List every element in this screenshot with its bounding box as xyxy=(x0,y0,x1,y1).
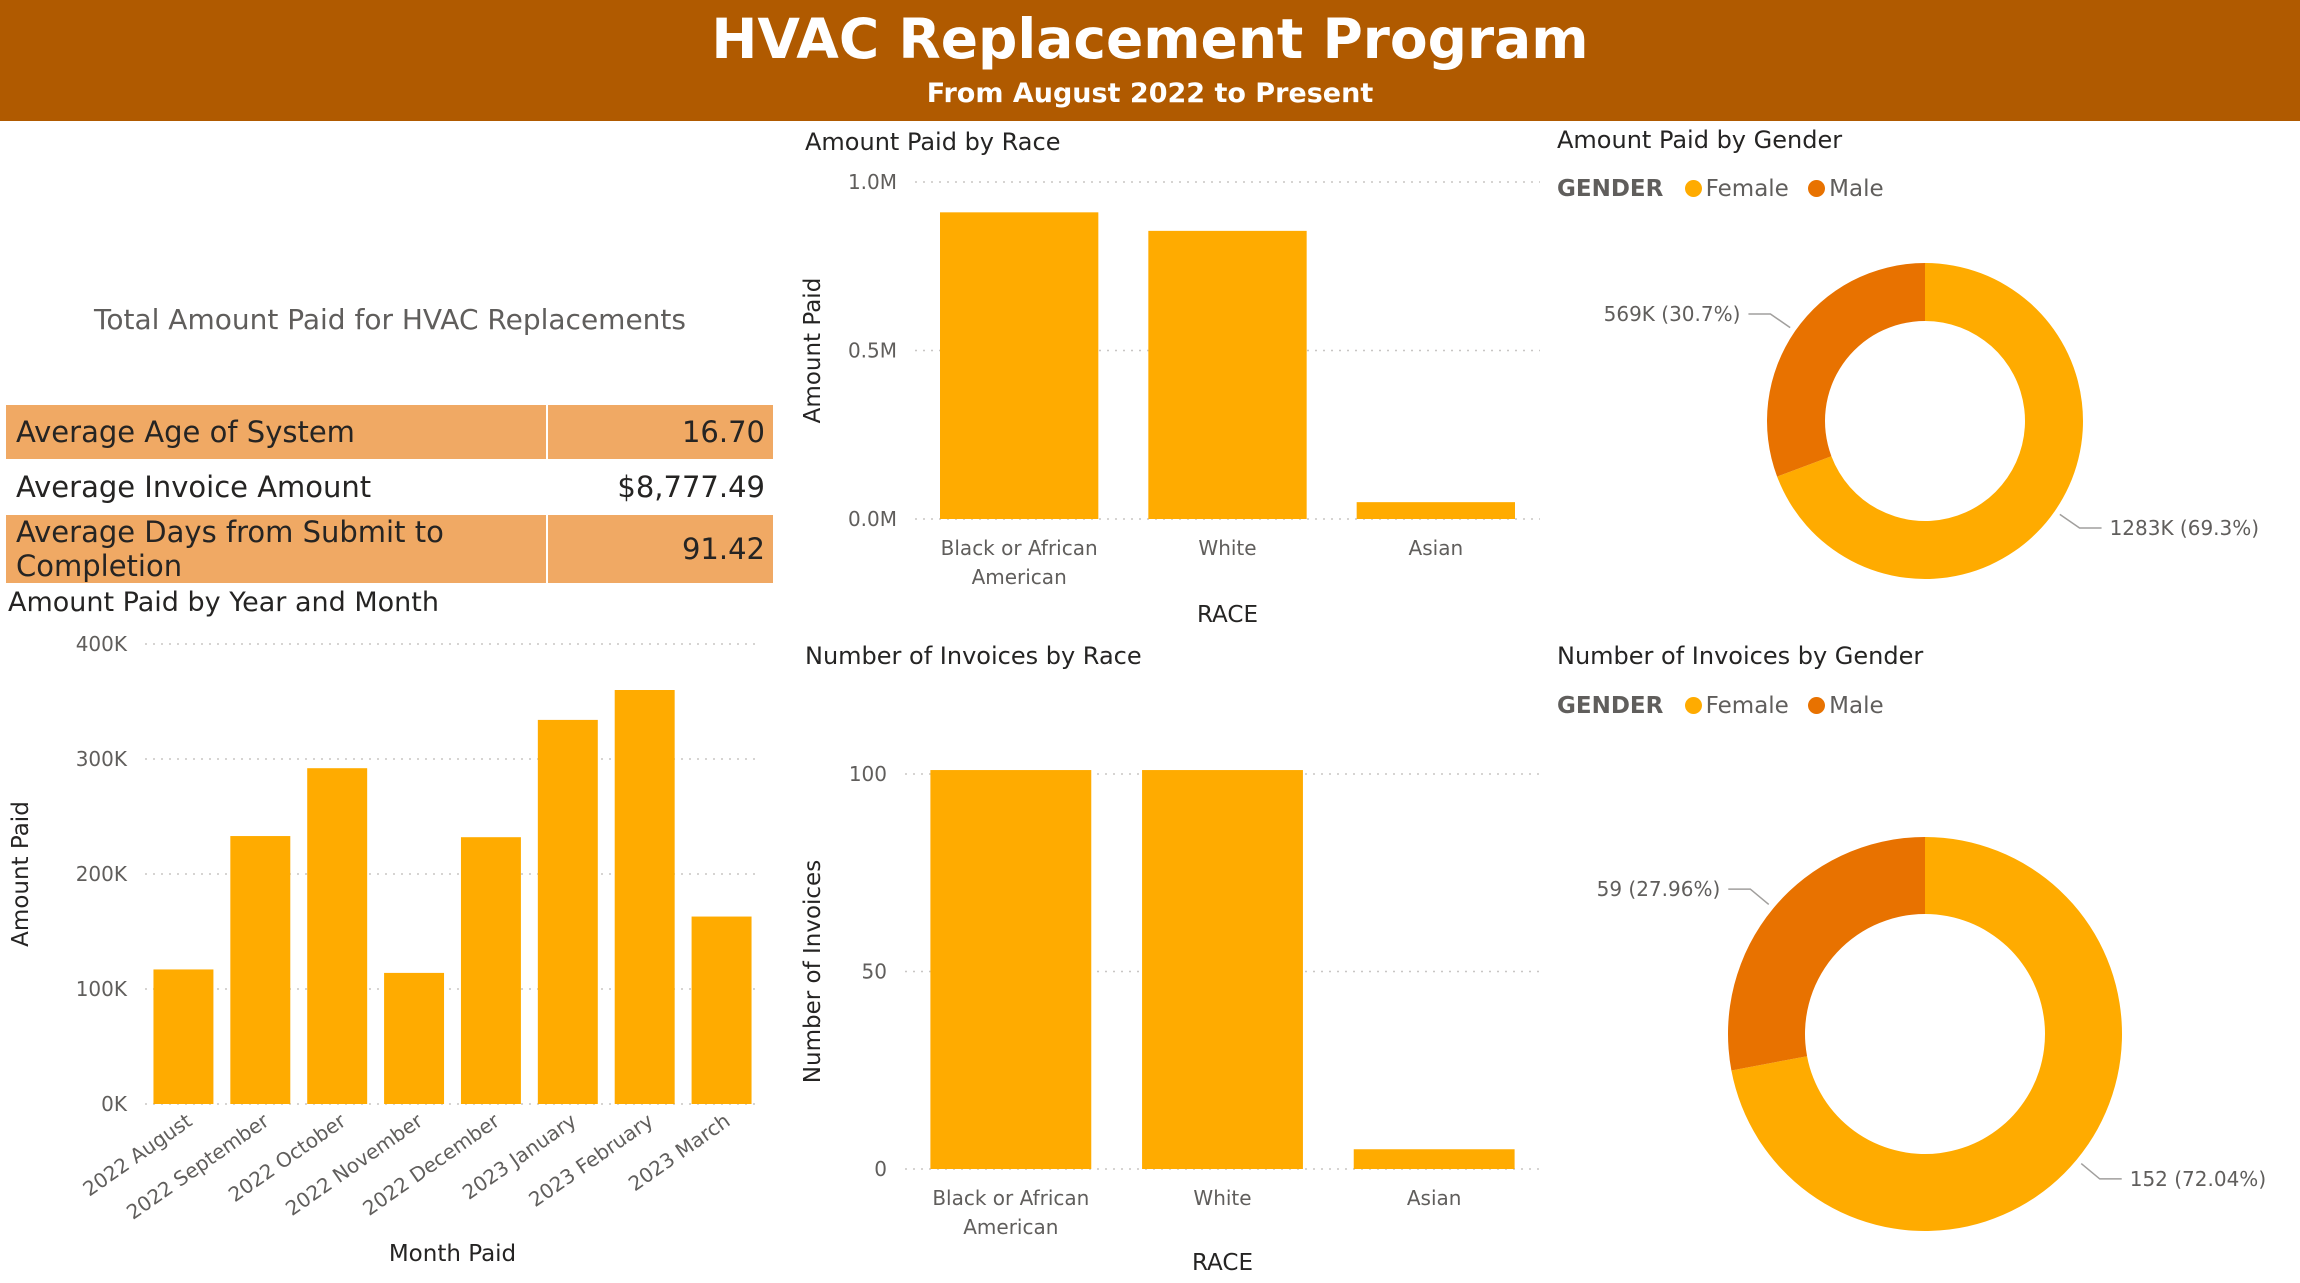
legend-item-male[interactable]: Male xyxy=(1808,176,1884,202)
y-axis-title: Number of Invoices xyxy=(800,860,826,1083)
y-tick-label: 1.0M xyxy=(848,170,897,194)
legend-item-female[interactable]: Female xyxy=(1684,693,1789,719)
legend-label: Female xyxy=(1705,693,1789,719)
x-tick-label: 2022 September xyxy=(122,1108,274,1224)
kpi-value: 16.70 xyxy=(547,404,773,460)
bar[interactable] xyxy=(930,770,1092,1169)
bar[interactable] xyxy=(537,719,598,1104)
donut-slice-male[interactable] xyxy=(1767,263,1925,477)
chart-paid-by-race[interactable]: 0.0M 0.5M 1.0M Black or African American Whit… xyxy=(790,165,1550,635)
y-tick-label: 0.5M xyxy=(848,339,897,363)
donut-slice-male[interactable] xyxy=(1728,837,1925,1071)
bar[interactable] xyxy=(307,768,368,1104)
legend-item-male[interactable]: Male xyxy=(1808,693,1884,719)
leader-line xyxy=(2080,1163,2122,1180)
bar[interactable] xyxy=(1148,230,1307,519)
bar[interactable] xyxy=(230,836,291,1104)
male-dot-icon xyxy=(1808,180,1826,197)
bar[interactable] xyxy=(614,690,675,1104)
bar[interactable] xyxy=(1353,1149,1515,1169)
y-tick-label: 0K xyxy=(101,1092,128,1116)
report-subtitle: From August 2022 to Present xyxy=(926,78,1374,109)
y-tick-label: 0 xyxy=(874,1157,887,1181)
chart-title-invoices-by-race: Number of Invoices by Race xyxy=(805,642,1142,670)
y-axis-title: Amount Paid xyxy=(800,278,826,424)
legend-invoices-by-gender: GENDER Female Male xyxy=(1557,693,1896,719)
leader-line xyxy=(1728,888,1770,905)
chart-title-paid-by-race: Amount Paid by Race xyxy=(805,128,1061,156)
kpi-row[interactable]: Average Invoice Amount $8,777.49 xyxy=(6,459,773,515)
legend-item-female[interactable]: Female xyxy=(1684,176,1789,202)
legend-label: Male xyxy=(1829,693,1884,719)
x-tick-label: White xyxy=(1198,536,1256,560)
data-label: 152 (72.04%) xyxy=(2130,1167,2266,1191)
chart-title-paid-by-month: Amount Paid by Year and Month xyxy=(8,587,439,618)
chart-title-paid-by-gender: Amount Paid by Gender xyxy=(1557,126,1843,154)
bar[interactable] xyxy=(460,837,521,1104)
legend-label: Male xyxy=(1829,176,1884,202)
female-dot-icon xyxy=(1684,180,1702,197)
bar[interactable] xyxy=(1142,770,1303,1169)
y-tick-label: 200K xyxy=(76,862,128,886)
y-tick-label: 100K xyxy=(76,977,128,1001)
data-label: 1283K (69.3%) xyxy=(2110,516,2260,540)
kpi-table: Average Age of System 16.70 Average Invo… xyxy=(6,404,773,584)
chart-title-invoices-by-gender: Number of Invoices by Gender xyxy=(1557,642,1924,670)
y-tick-label: 50 xyxy=(862,960,887,984)
y-tick-label: 400K xyxy=(76,632,128,656)
leader-line xyxy=(1748,313,1791,329)
legend-paid-by-gender: GENDER Female Male xyxy=(1557,176,1896,202)
legend-title: GENDER xyxy=(1557,176,1664,202)
donut-invoices-by-gender[interactable]: 152 (72.04%) 59 (27.96%) xyxy=(1550,740,2300,1280)
bar[interactable] xyxy=(1356,502,1515,519)
male-dot-icon xyxy=(1808,697,1826,714)
female-dot-icon xyxy=(1684,697,1702,714)
x-tick-label: Black or African American xyxy=(941,536,1098,589)
x-tick-label: Black or African American xyxy=(932,1186,1089,1239)
legend-label: Female xyxy=(1705,176,1789,202)
bar[interactable] xyxy=(153,969,214,1104)
donut-slice-female[interactable] xyxy=(1731,837,2122,1231)
x-axis-title: RACE xyxy=(1192,1250,1253,1276)
y-axis-title: Amount Paid xyxy=(8,801,34,947)
x-tick-label: 2022 December xyxy=(358,1108,504,1220)
kpi-value: 91.42 xyxy=(547,514,773,584)
x-tick-label: Asian xyxy=(1409,536,1464,560)
x-tick-label: 2022 November xyxy=(281,1108,428,1221)
leader-line xyxy=(2059,513,2102,529)
y-tick-label: 100 xyxy=(849,762,887,786)
kpi-row[interactable]: Average Age of System 16.70 xyxy=(6,404,773,460)
x-tick-label: Asian xyxy=(1407,1186,1462,1210)
donut-slice-female[interactable] xyxy=(1777,263,2083,579)
kpi-label: Average Age of System xyxy=(6,404,548,460)
x-axis-title: Month Paid xyxy=(389,1241,516,1267)
report-title: HVAC Replacement Program xyxy=(711,7,1589,71)
kpi-row[interactable]: Average Days from Submit to Completion 9… xyxy=(6,514,773,584)
bar[interactable] xyxy=(940,212,1099,519)
legend-title: GENDER xyxy=(1557,693,1664,719)
total-amount-label: Total Amount Paid for HVAC Replacements xyxy=(94,303,686,336)
bar[interactable] xyxy=(691,916,752,1104)
report-header: HVAC Replacement Program From August 202… xyxy=(0,0,2300,121)
kpi-value: $8,777.49 xyxy=(547,459,773,515)
y-tick-label: 0.0M xyxy=(848,507,897,531)
y-tick-label: 300K xyxy=(76,747,128,771)
data-label: 569K (30.7%) xyxy=(1604,302,1741,326)
x-tick-label: White xyxy=(1193,1186,1251,1210)
donut-paid-by-gender[interactable]: 1283K (69.3%) 569K (30.7%) xyxy=(1550,220,2300,600)
kpi-label: Average Days from Submit to Completion xyxy=(6,514,548,584)
data-label: 59 (27.96%) xyxy=(1597,877,1721,901)
bar[interactable] xyxy=(384,972,445,1104)
chart-invoices-by-race[interactable]: 0 50 100 Black or African American White Asian… xyxy=(790,690,1550,1280)
kpi-label: Average Invoice Amount xyxy=(6,459,548,515)
x-axis-title: RACE xyxy=(1197,602,1258,628)
